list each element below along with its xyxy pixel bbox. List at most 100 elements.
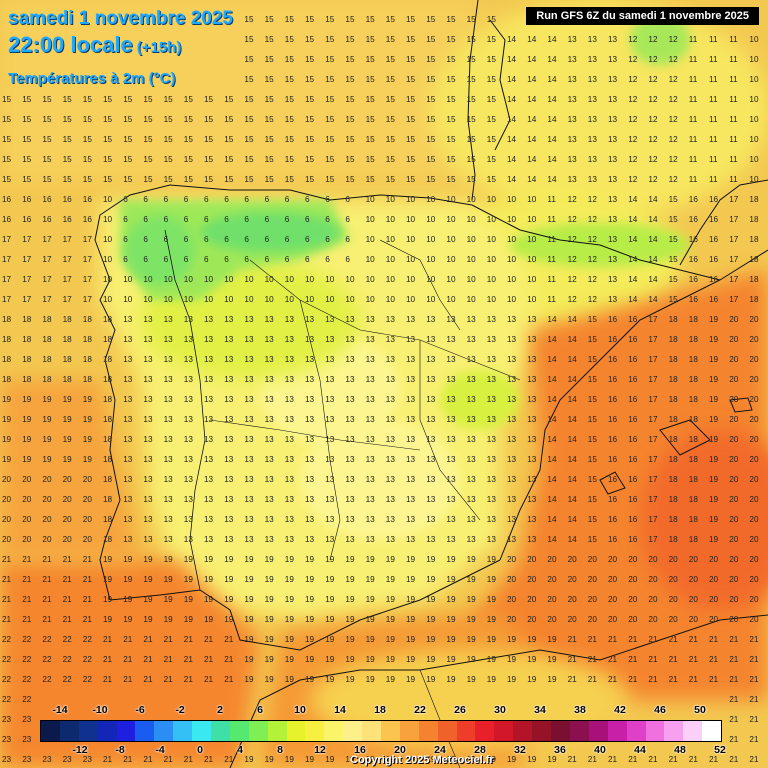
- grid-temperature-value: 19: [366, 595, 376, 604]
- grid-temperature-value: 13: [426, 435, 436, 444]
- legend-label-top: 2: [217, 704, 223, 716]
- grid-temperature-value: 19: [386, 635, 396, 644]
- grid-temperature-value: 13: [305, 535, 315, 544]
- grid-temperature-value: 13: [568, 155, 578, 164]
- grid-temperature-value: 13: [507, 375, 517, 384]
- grid-temperature-value: 10: [527, 215, 537, 224]
- grid-temperature-value: 10: [426, 195, 436, 204]
- grid-temperature-value: 20: [547, 595, 557, 604]
- grid-temperature-value: 19: [386, 555, 396, 564]
- grid-temperature-value: 15: [123, 135, 133, 144]
- grid-temperature-value: 15: [406, 95, 416, 104]
- grid-temperature-value: 13: [527, 375, 537, 384]
- grid-temperature-value: 21: [2, 595, 12, 604]
- legend-swatch: [607, 721, 627, 741]
- grid-temperature-value: 15: [244, 115, 254, 124]
- grid-temperature-value: 13: [164, 495, 174, 504]
- grid-temperature-value: 13: [366, 435, 376, 444]
- grid-temperature-value: 16: [628, 315, 638, 324]
- grid-temperature-value: 21: [689, 675, 699, 684]
- grid-temperature-value: 13: [487, 475, 497, 484]
- grid-temperature-value: 10: [406, 195, 416, 204]
- legend-swatch: [494, 721, 514, 741]
- grid-temperature-value: 17: [83, 295, 93, 304]
- grid-temperature-value: 14: [568, 415, 578, 424]
- grid-temperature-value: 15: [143, 135, 153, 144]
- grid-temperature-value: 15: [63, 95, 73, 104]
- legend-label-bottom: 20: [394, 744, 406, 756]
- grid-temperature-value: 10: [446, 235, 456, 244]
- grid-temperature-value: 18: [669, 495, 679, 504]
- grid-temperature-value: 13: [325, 475, 335, 484]
- legend-swatch: [437, 721, 457, 741]
- grid-temperature-value: 13: [588, 35, 598, 44]
- grid-temperature-value: 13: [325, 515, 335, 524]
- grid-temperature-value: 18: [669, 395, 679, 404]
- grid-temperature-value: 13: [123, 535, 133, 544]
- legend-label-top: -14: [52, 704, 68, 716]
- grid-temperature-value: 15: [386, 115, 396, 124]
- grid-temperature-value: 20: [689, 595, 699, 604]
- grid-temperature-value: 13: [446, 335, 456, 344]
- grid-temperature-value: 14: [547, 355, 557, 364]
- grid-temperature-value: 13: [204, 375, 214, 384]
- legend-label-top: 18: [374, 704, 386, 716]
- legend-label-top: -2: [175, 704, 185, 716]
- grid-temperature-value: 19: [63, 435, 73, 444]
- grid-temperature-value: 10: [507, 215, 517, 224]
- grid-temperature-value: 13: [224, 335, 234, 344]
- grid-temperature-value: 15: [325, 55, 335, 64]
- grid-temperature-value: 15: [467, 15, 477, 24]
- grid-temperature-value: 19: [406, 555, 416, 564]
- grid-temperature-value: 10: [406, 255, 416, 264]
- grid-temperature-value: 15: [2, 95, 12, 104]
- grid-temperature-value: 10: [507, 255, 517, 264]
- grid-temperature-value: 19: [426, 635, 436, 644]
- grid-temperature-value: 10: [103, 215, 113, 224]
- grid-temperature-value: 19: [305, 635, 315, 644]
- grid-temperature-value: 13: [406, 475, 416, 484]
- grid-temperature-value: 14: [527, 55, 537, 64]
- grid-temperature-value: 10: [265, 275, 275, 284]
- grid-temperature-value: 19: [63, 415, 73, 424]
- grid-temperature-value: 10: [527, 195, 537, 204]
- grid-temperature-value: 10: [446, 195, 456, 204]
- grid-temperature-value: 21: [22, 615, 32, 624]
- grid-temperature-value: 21: [143, 635, 153, 644]
- grid-temperature-value: 17: [83, 255, 93, 264]
- grid-temperature-value: 13: [143, 335, 153, 344]
- grid-temperature-value: 13: [467, 335, 477, 344]
- legend-swatch: [41, 721, 60, 741]
- grid-temperature-value: 18: [749, 275, 759, 284]
- grid-temperature-value: 16: [689, 235, 699, 244]
- grid-temperature-value: 13: [285, 435, 295, 444]
- grid-temperature-value: 11: [709, 115, 718, 124]
- grid-temperature-value: 19: [244, 555, 254, 564]
- grid-temperature-value: 13: [487, 495, 497, 504]
- grid-temperature-value: 19: [366, 675, 376, 684]
- grid-temperature-value: 20: [689, 615, 699, 624]
- grid-temperature-value: 15: [386, 95, 396, 104]
- grid-temperature-value: 18: [22, 375, 32, 384]
- legend-label-top: -6: [135, 704, 145, 716]
- grid-temperature-value: 20: [749, 555, 759, 564]
- grid-temperature-value: 19: [164, 615, 174, 624]
- grid-temperature-value: 21: [42, 575, 52, 584]
- grid-temperature-value: 15: [446, 175, 456, 184]
- grid-temperature-value: 21: [749, 715, 759, 724]
- grid-temperature-value: 20: [749, 415, 759, 424]
- grid-temperature-value: 13: [386, 515, 396, 524]
- grid-temperature-value: 19: [487, 575, 497, 584]
- grid-temperature-value: 13: [305, 515, 315, 524]
- grid-temperature-value: 21: [729, 655, 739, 664]
- grid-temperature-value: 15: [426, 95, 436, 104]
- grid-temperature-value: 13: [123, 375, 133, 384]
- grid-temperature-value: 6: [305, 255, 310, 264]
- grid-temperature-value: 15: [426, 75, 436, 84]
- model-run-label: Run GFS 6Z du samedi 1 novembre 2025: [526, 7, 759, 25]
- grid-temperature-value: 20: [547, 555, 557, 564]
- grid-temperature-value: 15: [244, 155, 254, 164]
- grid-temperature-value: 13: [265, 455, 275, 464]
- grid-temperature-value: 15: [265, 155, 275, 164]
- grid-temperature-value: 10: [366, 235, 376, 244]
